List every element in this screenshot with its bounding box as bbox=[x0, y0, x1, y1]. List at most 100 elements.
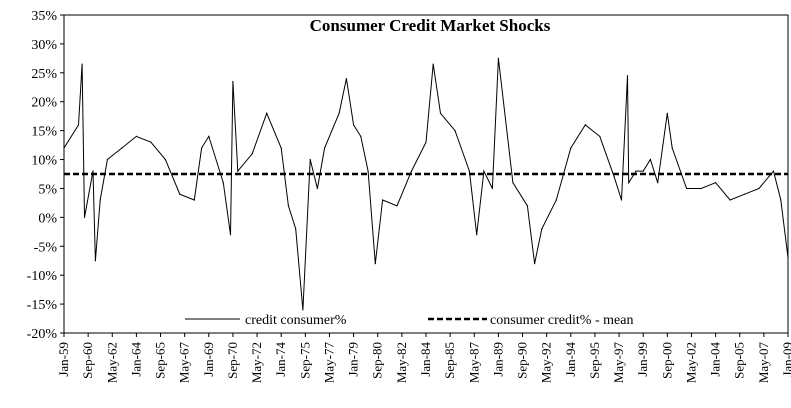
x-tick-label: Jan-64 bbox=[128, 342, 143, 377]
x-tick-label: Jan-79 bbox=[346, 342, 361, 377]
x-tick-label: Sep-65 bbox=[153, 342, 168, 379]
data-point bbox=[287, 205, 289, 207]
data-point bbox=[150, 141, 152, 143]
data-point bbox=[410, 170, 413, 172]
data-point bbox=[83, 216, 86, 218]
data-point bbox=[570, 147, 572, 149]
y-tick-label: -5% bbox=[34, 240, 58, 255]
data-point bbox=[92, 170, 94, 172]
x-tick-label: May-77 bbox=[321, 342, 336, 384]
data-point bbox=[179, 193, 181, 195]
x-tick-label: Sep-00 bbox=[659, 342, 674, 379]
data-point bbox=[700, 187, 702, 190]
data-point bbox=[251, 153, 253, 155]
x-tick-label: May-87 bbox=[466, 342, 481, 384]
data-point bbox=[512, 182, 514, 184]
data-point bbox=[657, 182, 659, 184]
data-point bbox=[374, 263, 376, 265]
data-point bbox=[758, 187, 760, 190]
y-tick-label: 5% bbox=[38, 182, 57, 197]
data-point bbox=[715, 182, 717, 184]
y-tick-label: -20% bbox=[27, 327, 58, 342]
y-tick-label: 30% bbox=[31, 38, 57, 53]
x-tick-label: Sep-60 bbox=[80, 342, 95, 379]
data-point bbox=[77, 124, 80, 126]
x-tick-label: Sep-80 bbox=[370, 342, 385, 379]
data-point bbox=[324, 147, 326, 149]
data-point bbox=[686, 187, 688, 190]
x-tick-label: Sep-85 bbox=[442, 342, 457, 379]
y-tick-label: 0% bbox=[38, 211, 57, 226]
x-tick-label: Jan-04 bbox=[708, 342, 723, 377]
data-point bbox=[309, 158, 311, 161]
data-point bbox=[772, 170, 775, 172]
data-point bbox=[94, 260, 96, 262]
data-point bbox=[649, 158, 652, 161]
x-tick-label: May-02 bbox=[683, 342, 698, 383]
x-tick-label: May-92 bbox=[539, 342, 554, 383]
x-tick-label: May-62 bbox=[104, 342, 119, 383]
x-tick-label: Sep-90 bbox=[515, 342, 530, 379]
x-tick-label: Sep-70 bbox=[225, 342, 240, 379]
data-point bbox=[555, 199, 557, 201]
x-tick-label: Sep-75 bbox=[297, 342, 312, 379]
x-tick-label: May-97 bbox=[611, 342, 626, 384]
data-point bbox=[232, 80, 234, 83]
x-tick-label: Jan-89 bbox=[490, 342, 505, 377]
data-point bbox=[491, 187, 493, 190]
x-tick-label: Jan-84 bbox=[418, 342, 433, 377]
data-point bbox=[671, 147, 673, 149]
legend-label-series: credit consumer% bbox=[245, 313, 347, 328]
legend: credit consumer% consumer credit% - mean bbox=[185, 313, 633, 328]
data-point bbox=[439, 112, 442, 114]
data-point bbox=[628, 182, 630, 184]
chart-title: Consumer Credit Market Shocks bbox=[310, 16, 551, 35]
data-point bbox=[454, 130, 456, 132]
data-point bbox=[106, 158, 108, 161]
data-point bbox=[193, 199, 195, 201]
x-tick-label: Jan-74 bbox=[273, 342, 288, 377]
x-tick-label: Jan-94 bbox=[563, 342, 578, 377]
y-tick-label: 20% bbox=[31, 96, 57, 111]
data-point bbox=[613, 176, 615, 178]
data-point bbox=[534, 263, 536, 265]
data-point bbox=[360, 135, 362, 137]
x-tick-label: May-67 bbox=[177, 342, 192, 384]
data-point bbox=[164, 158, 166, 161]
data-point bbox=[99, 199, 101, 201]
data-point bbox=[666, 112, 668, 114]
data-point bbox=[729, 199, 731, 201]
data-point bbox=[483, 170, 485, 172]
data-point bbox=[229, 234, 232, 236]
data-point bbox=[135, 135, 137, 137]
data-point bbox=[382, 199, 384, 201]
data-point bbox=[338, 112, 340, 114]
x-tick-label: Jan-69 bbox=[201, 342, 216, 377]
legend-label-mean: consumer credit% - mean bbox=[490, 313, 633, 328]
x-tick-label: May-07 bbox=[756, 342, 771, 384]
data-point bbox=[222, 182, 224, 184]
data-point bbox=[63, 147, 65, 149]
data-point bbox=[295, 228, 297, 230]
data-point bbox=[302, 309, 304, 311]
x-tick-label: May-72 bbox=[249, 342, 264, 383]
data-point bbox=[526, 205, 529, 207]
data-point bbox=[787, 257, 789, 259]
data-point bbox=[208, 135, 210, 137]
data-point bbox=[541, 228, 543, 230]
x-tick-label: Sep-95 bbox=[587, 342, 602, 379]
y-tick-label: 10% bbox=[31, 154, 57, 169]
series-layer bbox=[63, 57, 789, 311]
y-tick-label: 25% bbox=[31, 67, 57, 82]
y-tick-label: -10% bbox=[27, 269, 58, 284]
x-tick-label: Jan-99 bbox=[635, 342, 650, 377]
data-point bbox=[81, 63, 83, 65]
data-point bbox=[353, 124, 355, 126]
data-point bbox=[201, 147, 203, 149]
data-point bbox=[367, 170, 369, 172]
data-point bbox=[635, 170, 637, 172]
data-point bbox=[316, 187, 318, 190]
data-point bbox=[476, 234, 478, 236]
y-tick-label: 15% bbox=[31, 125, 57, 140]
